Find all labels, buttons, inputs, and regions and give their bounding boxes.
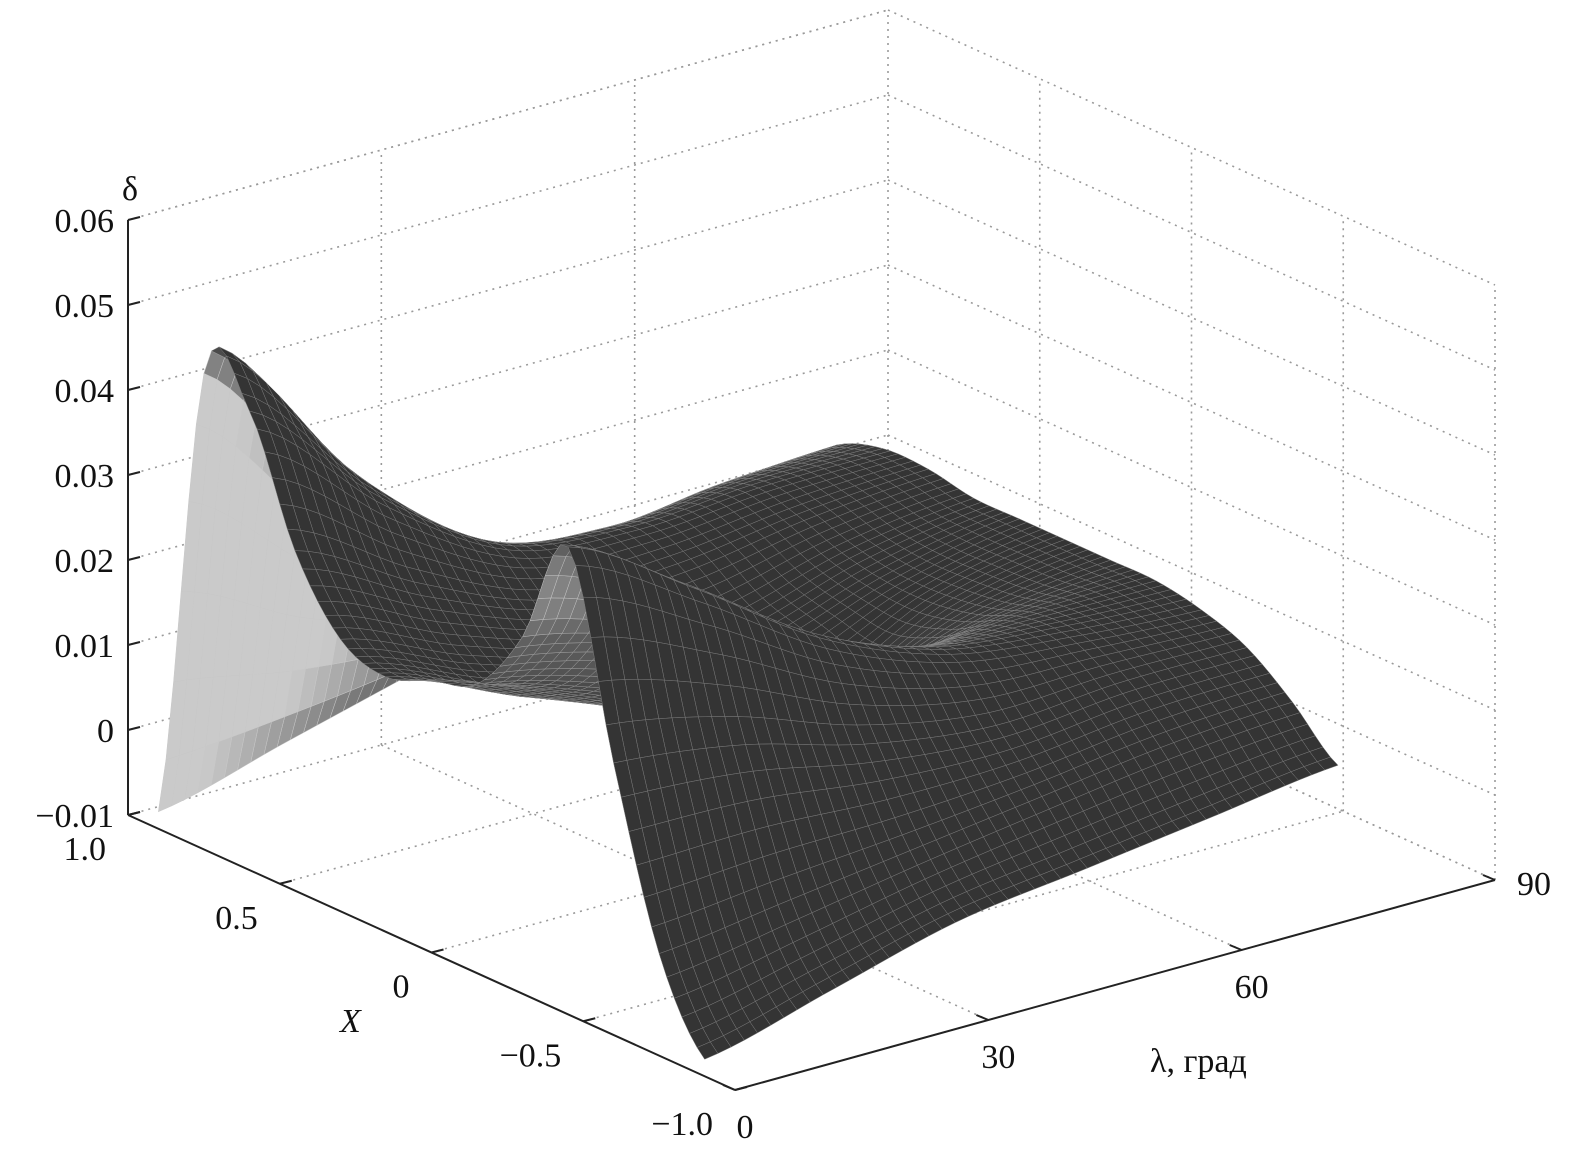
lambda-tick xyxy=(1482,874,1496,881)
lambda-tick xyxy=(722,1084,736,1091)
x-tick xyxy=(279,879,292,885)
lambda-tick-label: 30 xyxy=(981,1039,1015,1076)
z-tick-label: 0.05 xyxy=(55,288,115,325)
z-tick xyxy=(127,216,141,221)
x-tick-label: −1.0 xyxy=(651,1106,713,1143)
z-tick-label: 0.02 xyxy=(55,543,115,580)
z-tick-label: −0.01 xyxy=(35,798,114,835)
lambda-tick xyxy=(1229,944,1243,951)
x-tick xyxy=(431,948,444,954)
z-tick xyxy=(127,386,141,391)
x-tick-label: 1.0 xyxy=(64,831,107,868)
lambda-tick-label: 90 xyxy=(1517,866,1551,903)
surface-patch xyxy=(696,1041,719,1060)
z-tick xyxy=(127,641,141,646)
z-axis-label: δ xyxy=(122,171,138,208)
x-tick xyxy=(127,811,141,816)
grid-line xyxy=(887,264,1496,541)
grid-line xyxy=(127,9,889,221)
lambda-tick xyxy=(975,1014,989,1021)
z-tick-label: 0.01 xyxy=(55,628,115,665)
grid-line xyxy=(127,94,889,306)
z-tick xyxy=(127,726,141,731)
x-tick xyxy=(583,1017,596,1023)
x-tick-label: −0.5 xyxy=(500,1037,562,1074)
x-tick-label: 0.5 xyxy=(215,900,258,937)
grid-line xyxy=(887,179,1496,456)
axes xyxy=(127,216,1496,1091)
x-axis-label: X xyxy=(338,1003,362,1040)
z-tick-label: 0 xyxy=(97,713,114,750)
surface-mesh xyxy=(158,346,1339,1060)
x-tick-label: 0 xyxy=(393,969,410,1006)
z-tick-label: 0.04 xyxy=(55,373,115,410)
z-tick xyxy=(127,471,141,476)
x-tick xyxy=(734,1086,748,1091)
z-tick-label: 0.03 xyxy=(55,458,115,495)
lambda-tick-label: 60 xyxy=(1235,969,1269,1006)
lambda-axis-label: λ, град xyxy=(1150,1043,1247,1080)
z-tick-label: 0.06 xyxy=(55,203,115,240)
grid-line xyxy=(127,9,889,221)
lambda-axis xyxy=(734,879,1496,1091)
tick-labels: 0.06 0.05 0.04 0.03 0.02 0.01 0 −0.011.0 0.5 0 −0.… xyxy=(35,203,1551,1146)
grid-line xyxy=(127,179,889,391)
z-tick xyxy=(127,556,141,561)
z-tick xyxy=(127,301,141,306)
lambda-tick-label: 0 xyxy=(737,1109,754,1146)
